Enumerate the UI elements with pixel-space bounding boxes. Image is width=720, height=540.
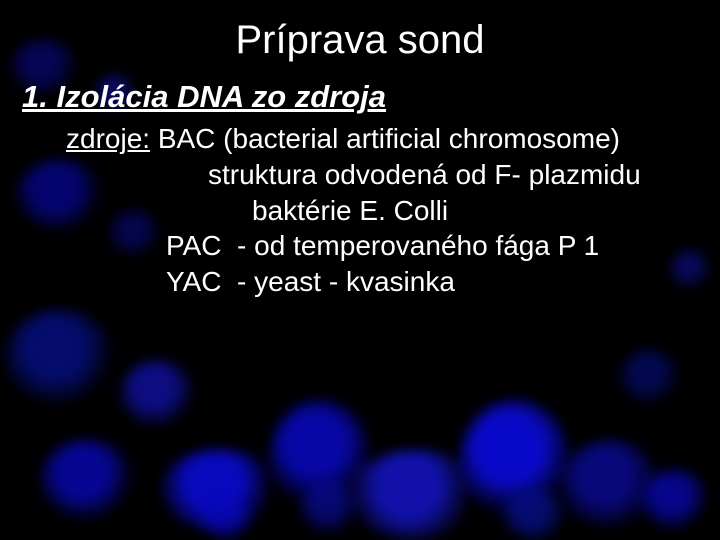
bg-blob (5, 310, 115, 405)
bg-blob (120, 360, 195, 428)
bg-blob (300, 480, 360, 535)
body-line-2: struktura odvodená od F- plazmidu (22, 157, 698, 193)
bg-blob (40, 440, 135, 520)
section-heading: 1. Izolácia DNA zo zdroja (22, 79, 698, 115)
bg-blob (620, 350, 680, 405)
sources-bac: BAC (bacterial artificial chromosome) (150, 123, 620, 154)
sources-label: zdroje: (66, 123, 150, 154)
slide-title: Príprava sond (22, 18, 698, 63)
bg-blob (640, 470, 710, 530)
body-line-1: zdroje: BAC (bacterial artificial chromo… (22, 121, 698, 157)
slide-content: Príprava sond 1. Izolácia DNA zo zdroja … (0, 0, 720, 300)
bg-blob (200, 500, 255, 540)
body-line-3: baktérie E. Colli (22, 193, 698, 229)
body-line-5: YAC - yeast - kvasinka (22, 264, 698, 300)
bg-blob (500, 490, 570, 540)
body-line-4: PAC - od temperovaného fága P 1 (22, 228, 698, 264)
